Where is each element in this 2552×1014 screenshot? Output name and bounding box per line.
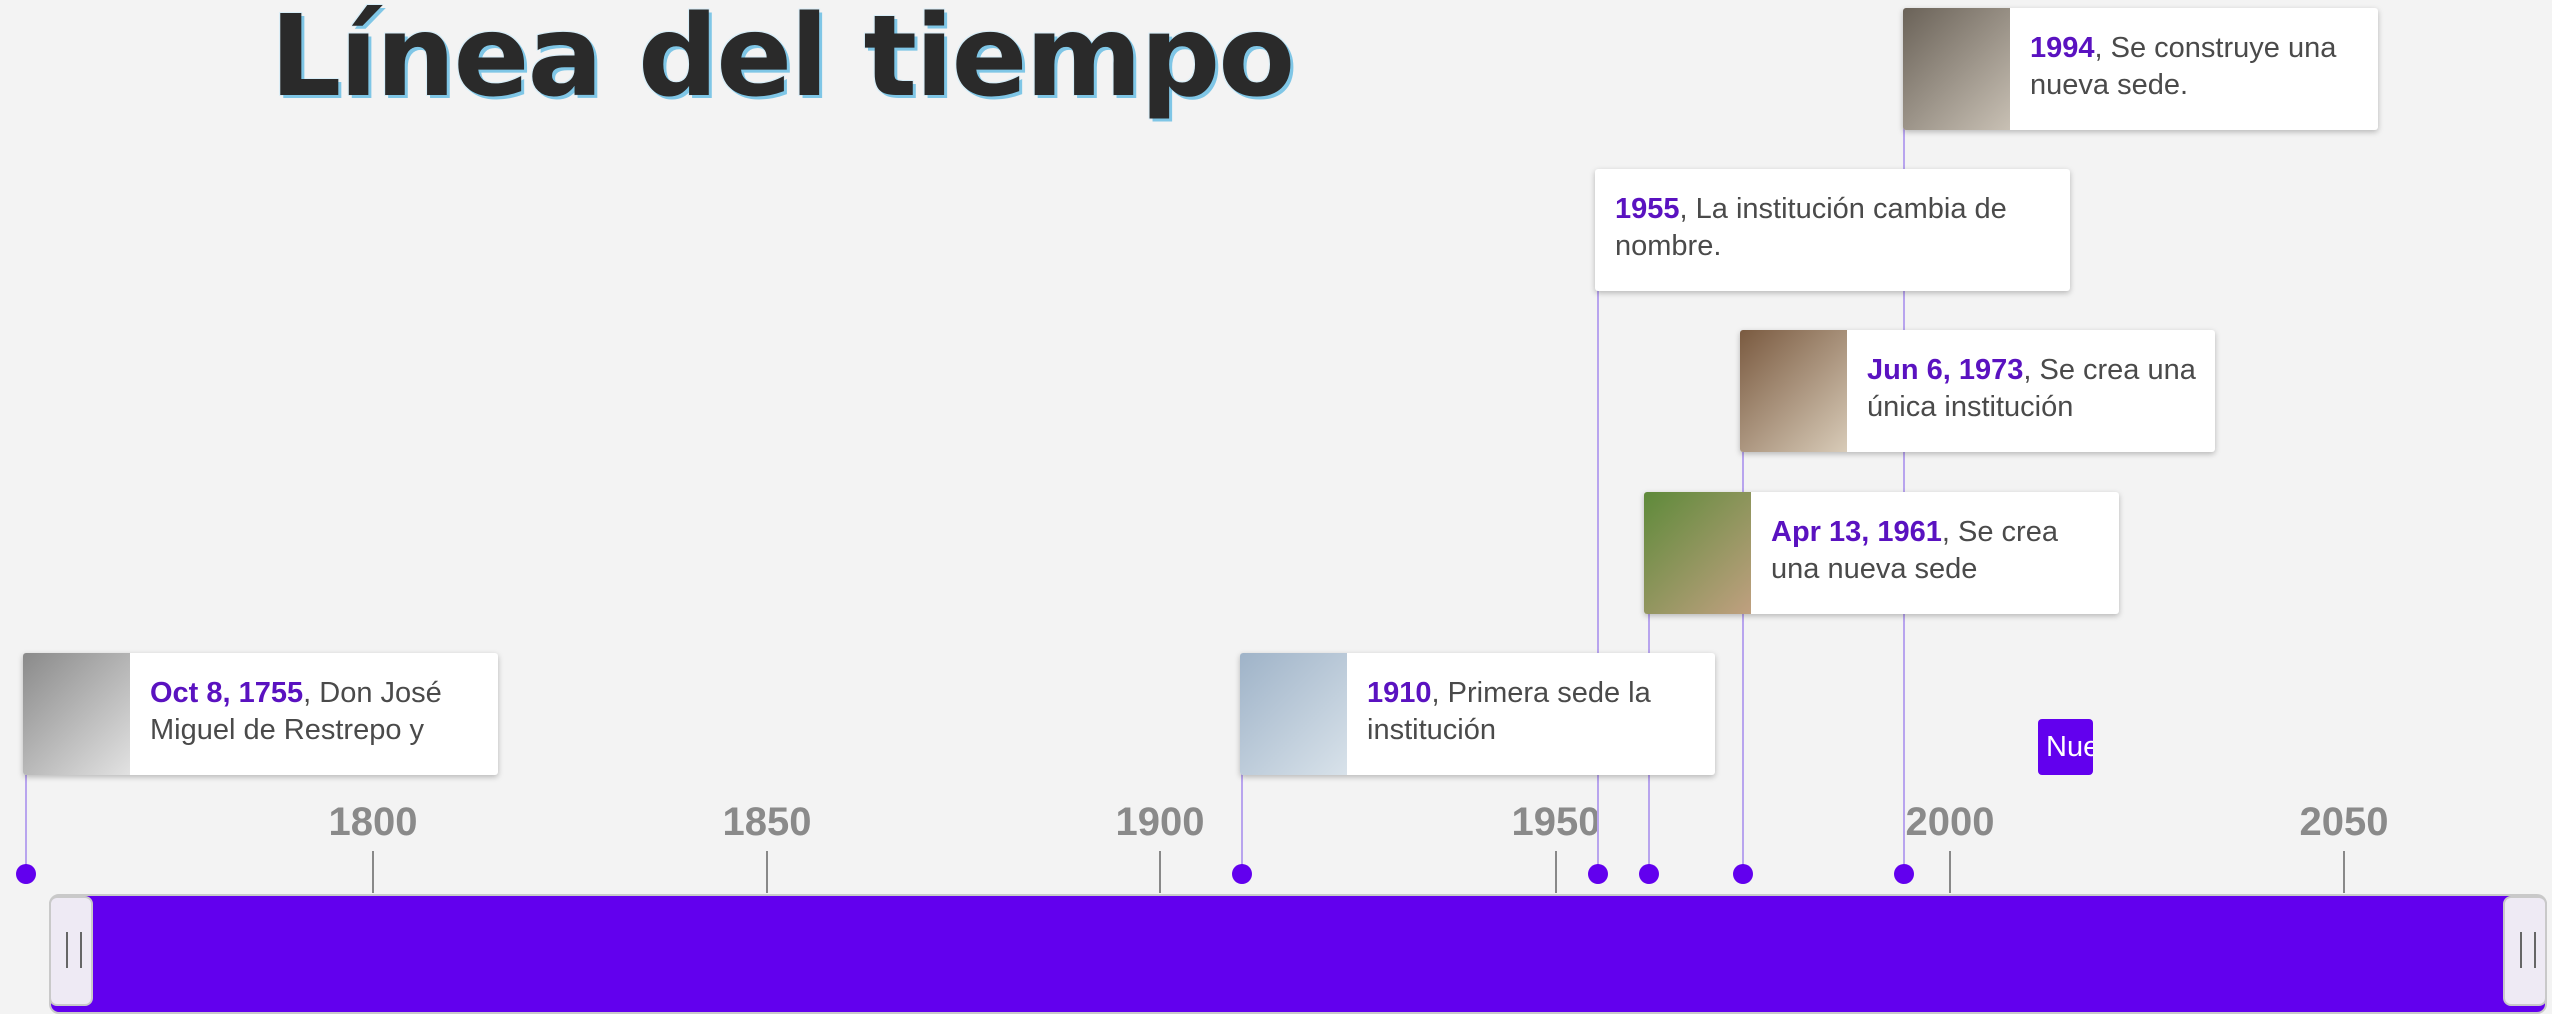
event-image [1903,8,2010,130]
event-dot[interactable] [1588,864,1608,884]
axis-tick [766,851,768,893]
event-date: 1910 [1367,677,1432,709]
event-dot[interactable] [1894,864,1914,884]
event-date: 1994 [2030,32,2095,64]
event-dot[interactable] [1639,864,1659,884]
event-text: 1994, Se construye una nueva sede. [2010,8,2378,130]
axis-tick-label: 1900 [1100,800,1220,845]
event-image [1644,492,1751,614]
axis-tick [372,851,374,893]
page: Línea del tiempo Nue (() => { const data… [0,0,2552,1000]
event-dot[interactable] [16,864,36,884]
event-dot[interactable] [1733,864,1753,884]
event-card[interactable]: Apr 13, 1961, Se crea una nueva sede [1644,492,2119,614]
new-button[interactable]: Nue [2038,719,2093,775]
axis-tick-label: 1800 [313,800,433,845]
axis-tick-label: 1850 [707,800,827,845]
event-text: Apr 13, 1961, Se crea una nueva sede [1751,492,2119,614]
range-handle-right[interactable] [2503,896,2547,1006]
event-card[interactable]: Oct 8, 1755, Don José Miguel de Restrepo… [23,653,498,775]
axis-tick [1949,851,1951,893]
event-text: 1955, La institución cambia de nombre. [1595,169,2070,291]
range-handle-left[interactable] [49,896,93,1006]
event-image [1240,653,1347,775]
axis-tick [1555,851,1557,893]
event-connector [1597,269,1599,874]
event-card[interactable]: 1910, Primera sede la institución [1240,653,1715,775]
event-dot[interactable] [1232,864,1252,884]
event-date: Jun 6, 1973 [1867,354,2023,386]
event-text: 1910, Primera sede la institución [1347,653,1715,775]
title: Línea del tiempo [270,0,1293,122]
event-date: Oct 8, 1755 [150,677,303,709]
timeline-range-bar[interactable] [49,894,2547,1014]
event-date: 1955 [1615,193,1680,225]
axis-tick [1159,851,1161,893]
axis-tick-label: 2000 [1890,800,2010,845]
event-date: Apr 13, 1961 [1771,516,1942,548]
event-text: Oct 8, 1755, Don José Miguel de Restrepo… [130,653,498,775]
axis-tick [2343,851,2345,893]
event-card[interactable]: 1994, Se construye una nueva sede. [1903,8,2378,130]
event-card[interactable]: Jun 6, 1973, Se crea una única instituci… [1740,330,2215,452]
axis-tick-label: 2050 [2284,800,2404,845]
event-image [23,653,130,775]
event-card[interactable]: 1955, La institución cambia de nombre. [1595,169,2070,291]
event-image [1740,330,1847,452]
event-text: Jun 6, 1973, Se crea una única instituci… [1847,330,2215,452]
